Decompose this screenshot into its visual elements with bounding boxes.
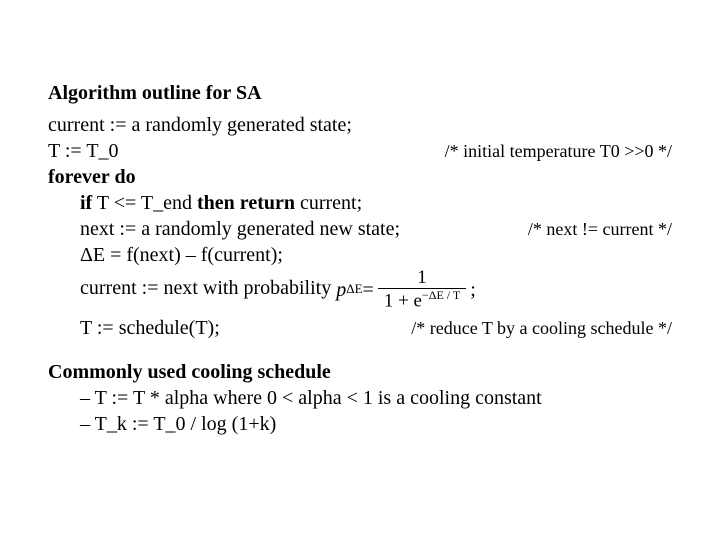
page-content: Algorithm outline for SA current := a ra… [0, 0, 720, 437]
kw-then-return: then return [197, 192, 295, 214]
temp-init-text: T := T_0 [48, 138, 119, 164]
fraction: 1 1 + e−ΔE / T [378, 268, 466, 311]
fraction-den: 1 + e−ΔE / T [378, 288, 466, 311]
line-next-gen: next := a randomly generated new state; … [48, 216, 672, 242]
line-delta-e: ΔE = f(next) – f(current); [48, 242, 672, 268]
line-schedule: T := schedule(T); /* reduce T by a cooli… [48, 315, 672, 341]
cooling-section: Commonly used cooling schedule – T := T … [48, 359, 672, 437]
bullet-log: – T_k := T_0 / log (1+k) [48, 411, 672, 437]
den-exp: −ΔE / T [422, 288, 460, 302]
den-base: 1 + e [384, 290, 422, 311]
sym-p-sub: ΔE [346, 281, 362, 298]
line-forever-do: forever do [48, 164, 672, 190]
comment-initial-temp: /* initial temperature T0 >>0 */ [433, 140, 672, 163]
cooling-title: Commonly used cooling schedule [48, 359, 672, 385]
bullet-alpha: – T := T * alpha where 0 < alpha < 1 is … [48, 385, 672, 411]
line-current-init: current := a randomly generated state; [48, 112, 672, 138]
line-if-return: if T <= T_end then return current; [48, 190, 672, 216]
fraction-num: 1 [411, 268, 433, 288]
schedule-text: T := schedule(T); [80, 315, 220, 341]
prob-formula: pΔE = 1 1 + e−ΔE / T ; [336, 268, 476, 311]
algorithm-title: Algorithm outline for SA [48, 80, 672, 106]
cond-text: T <= T_end [92, 192, 197, 214]
sym-p: p [336, 277, 346, 303]
next-gen-text: next := a randomly generated new state; [80, 216, 400, 242]
line-temp-init: T := T_0 /* initial temperature T0 >>0 *… [48, 138, 672, 164]
delta-e-symbol: ΔE [80, 244, 105, 266]
line-probability: current := next with probability pΔE = 1… [48, 268, 672, 311]
comment-next-neq: /* next != current */ [516, 218, 672, 241]
comment-cooling: /* reduce T by a cooling schedule */ [399, 317, 672, 340]
kw-if: if [80, 192, 92, 214]
prob-text: current := next with probability [80, 277, 336, 299]
sym-eq: = [363, 277, 374, 303]
return-tail: current; [295, 192, 362, 214]
sym-semi: ; [470, 277, 476, 303]
delta-e-rest: = f(next) – f(current); [105, 244, 283, 266]
